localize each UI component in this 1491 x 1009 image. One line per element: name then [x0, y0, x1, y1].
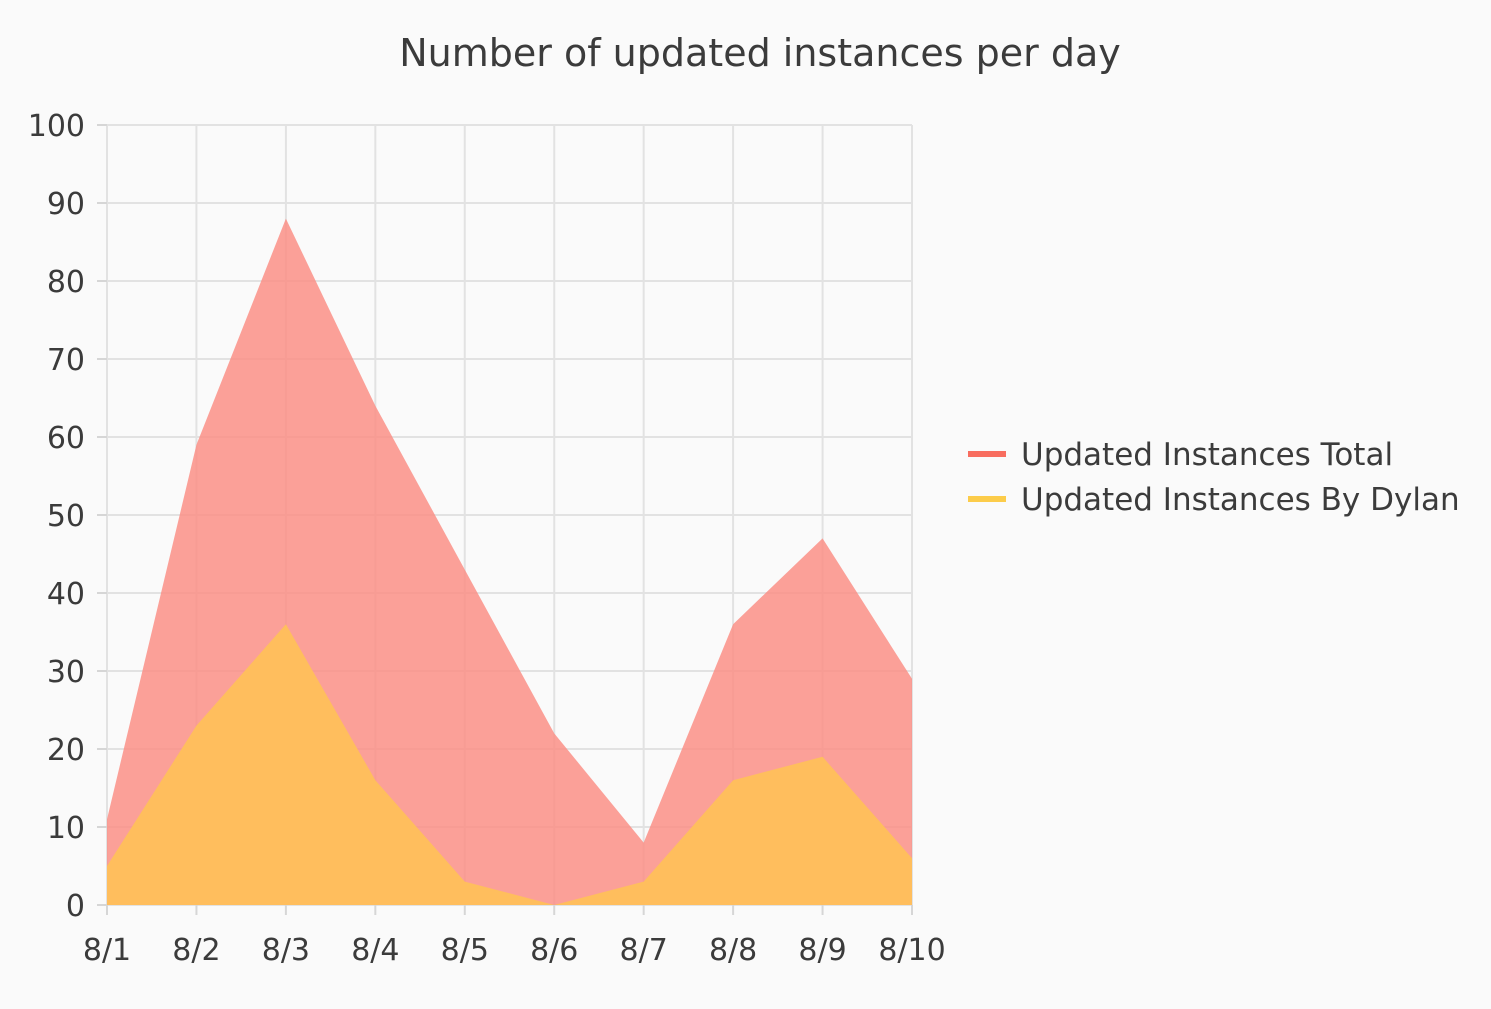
series-2-point: [104, 863, 110, 869]
x-tick-label: 8/4: [351, 933, 399, 968]
series-1-point: [641, 840, 647, 846]
legend[interactable]: Updated Instances Total Updated Instances…: [968, 437, 1460, 518]
series-2-point: [372, 777, 378, 783]
legend-label: Updated Instances By Dylan: [1021, 482, 1460, 518]
series-2-point: [820, 754, 826, 760]
x-tick-label: 8/7: [620, 933, 668, 968]
y-tick-label: 10: [47, 811, 85, 846]
series-1-point: [820, 535, 826, 541]
series-1-point: [283, 216, 289, 222]
x-tick-label: 8/2: [172, 933, 220, 968]
y-tick-label: 70: [47, 343, 85, 378]
series-1-point: [730, 621, 736, 627]
y-tick-label: 40: [47, 577, 85, 612]
y-tick-label: 50: [47, 499, 85, 534]
series-2-point: [283, 621, 289, 627]
y-tick-label: 30: [47, 655, 85, 690]
y-tick-label: 20: [47, 733, 85, 768]
series-1-point: [104, 816, 110, 822]
y-tick-label: 0: [66, 889, 85, 924]
series-2-point: [641, 879, 647, 885]
series-2-point: [909, 855, 915, 861]
series-2-point: [193, 723, 199, 729]
x-tick-label: 8/8: [709, 933, 757, 968]
series-1-point: [909, 676, 915, 682]
series-1-point: [193, 442, 199, 448]
series-1-point: [551, 730, 557, 736]
legend-item[interactable]: Updated Instances By Dylan: [968, 482, 1460, 518]
y-tick-label: 90: [47, 187, 85, 222]
series-area-2: [107, 624, 912, 905]
x-tick-label: 8/5: [441, 933, 489, 968]
x-tick-label: 8/9: [798, 933, 846, 968]
series-1-point: [462, 567, 468, 573]
series-2-point: [462, 879, 468, 885]
y-tick-label: 60: [47, 421, 85, 456]
series-2-point: [730, 777, 736, 783]
chart-title: Number of updated instances per day: [399, 31, 1120, 75]
y-tick-label: 80: [47, 265, 85, 300]
x-tick-label: 8/10: [878, 933, 945, 968]
axes: 0 10 20 30 40 50 60 70 80 90 100 8/1 8/2 8/3 8/4 8/5 8/6…: [28, 109, 946, 968]
legend-item[interactable]: Updated Instances Total: [968, 437, 1393, 473]
x-tick-label: 8/6: [530, 933, 578, 968]
x-tick-label: 8/1: [83, 933, 131, 968]
y-tick-label: 100: [28, 109, 85, 144]
series-areas: [104, 216, 915, 906]
legend-label: Updated Instances Total: [1021, 437, 1393, 473]
x-tick-label: 8/3: [262, 933, 310, 968]
series-1-point: [372, 403, 378, 409]
